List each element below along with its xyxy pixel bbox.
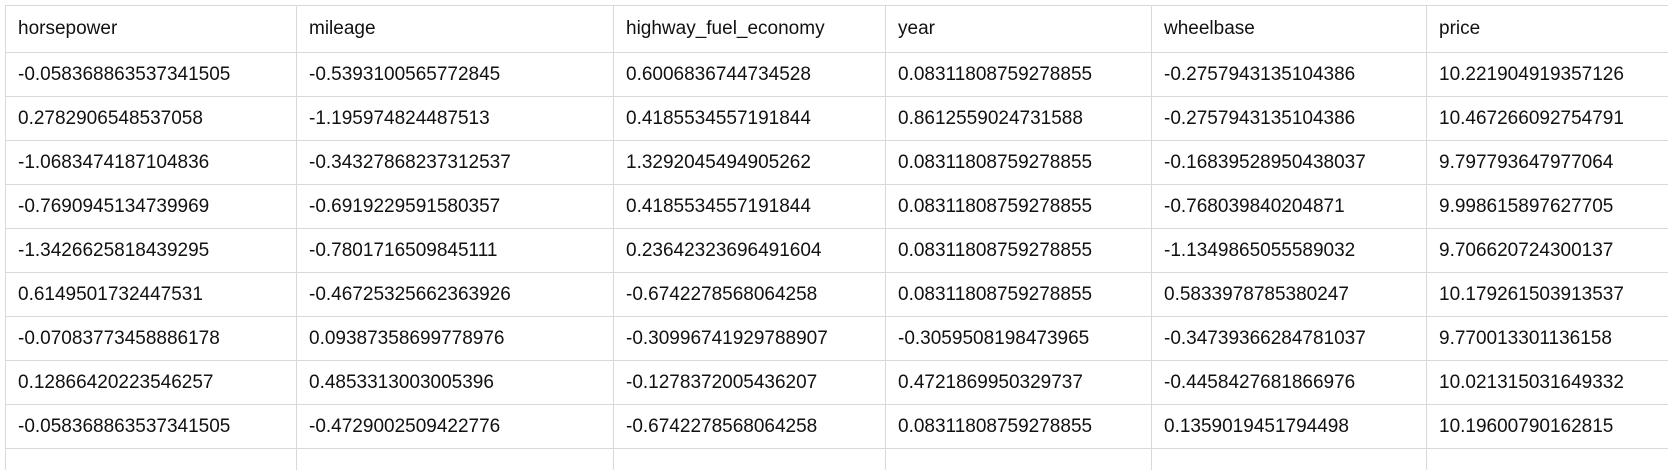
cell-wheelbase: -0.768039840204871 (1151, 184, 1427, 229)
cell-price: 10.19600790162815 (1426, 404, 1668, 449)
cell-price: 9.998615897627705 (1426, 184, 1668, 229)
cell-highway-fuel-economy: 0.4185534557191844 (613, 96, 886, 141)
cell-highway-fuel-economy: -0.6742278568064258 (613, 404, 886, 449)
cell-price: 10.221904919357126 (1426, 52, 1668, 97)
table-row (5, 448, 1668, 470)
cell-mileage: -0.34327868237312537 (296, 140, 614, 185)
table-row: -1.0683474187104836 -0.34327868237312537 1… (5, 140, 1668, 185)
header-row: horsepower mileage highway_fuel_economy … (5, 5, 1668, 53)
cell-price: 10.467266092754791 (1426, 96, 1668, 141)
cell-year: 0.08311808759278855 (885, 184, 1152, 229)
cell-wheelbase: -0.4458427681866976 (1151, 360, 1427, 405)
cell-year: 0.8612559024731588 (885, 96, 1152, 141)
header-year: year (885, 5, 1152, 53)
cell-horsepower: -0.058368863537341505 (5, 404, 297, 449)
header-horsepower: horsepower (5, 5, 297, 53)
header-wheelbase: wheelbase (1151, 5, 1427, 53)
cell-highway-fuel-economy: 0.4185534557191844 (613, 184, 886, 229)
cell-wheelbase: -0.16839528950438037 (1151, 140, 1427, 185)
cell-mileage: -1.195974824487513 (296, 96, 614, 141)
cell-highway-fuel-economy: -0.30996741929788907 (613, 316, 886, 361)
cell-wheelbase: 0.5833978785380247 (1151, 272, 1427, 317)
cell-mileage: 0.09387358699778976 (296, 316, 614, 361)
cell-wheelbase: -1.1349865055589032 (1151, 228, 1427, 273)
cell-year: 0.08311808759278855 (885, 272, 1152, 317)
cell-price: 9.706620724300137 (1426, 228, 1668, 273)
header-highway-fuel-economy: highway_fuel_economy (613, 5, 886, 53)
cell-horsepower (5, 448, 297, 470)
cell-wheelbase: -0.2757943135104386 (1151, 52, 1427, 97)
cell-wheelbase: -0.2757943135104386 (1151, 96, 1427, 141)
data-table: horsepower mileage highway_fuel_economy … (5, 5, 1668, 470)
cell-highway-fuel-economy: -0.1278372005436207 (613, 360, 886, 405)
cell-mileage: -0.7801716509845111 (296, 228, 614, 273)
table-row: -0.058368863537341505 -0.5393100565772845… (5, 52, 1668, 97)
cell-highway-fuel-economy: 0.6006836744734528 (613, 52, 886, 97)
cell-horsepower: 0.2782906548537058 (5, 96, 297, 141)
cell-price: 9.797793647977064 (1426, 140, 1668, 185)
cell-price: 10.021315031649332 (1426, 360, 1668, 405)
cell-horsepower: -0.058368863537341505 (5, 52, 297, 97)
cell-horsepower: -0.07083773458886178 (5, 316, 297, 361)
cell-highway-fuel-economy: 1.3292045494905262 (613, 140, 886, 185)
table-body: -0.058368863537341505 -0.5393100565772845… (5, 52, 1668, 470)
cell-price: 9.770013301136158 (1426, 316, 1668, 361)
cell-year: 0.4721869950329737 (885, 360, 1152, 405)
cell-price: 10.179261503913537 (1426, 272, 1668, 317)
cell-year: -0.3059508198473965 (885, 316, 1152, 361)
table-row: -0.7690945134739969 -0.6919229591580357 0.… (5, 184, 1668, 229)
cell-mileage (296, 448, 614, 470)
cell-mileage: -0.5393100565772845 (296, 52, 614, 97)
cell-highway-fuel-economy: -0.6742278568064258 (613, 272, 886, 317)
table-row: -0.07083773458886178 0.09387358699778976-… (5, 316, 1668, 361)
cell-wheelbase (1151, 448, 1427, 470)
cell-wheelbase: 0.1359019451794498 (1151, 404, 1427, 449)
cell-year (885, 448, 1152, 470)
cell-highway-fuel-economy (613, 448, 886, 470)
cell-year: 0.08311808759278855 (885, 52, 1152, 97)
table-row: 0.12866420223546257 0.4853313003005396 -0.… (5, 360, 1668, 405)
header-mileage: mileage (296, 5, 614, 53)
cell-mileage: -0.4729002509422776 (296, 404, 614, 449)
cell-highway-fuel-economy: 0.23642323696491604 (613, 228, 886, 273)
cell-horsepower: -0.7690945134739969 (5, 184, 297, 229)
cell-year: 0.08311808759278855 (885, 140, 1152, 185)
table-row: -0.058368863537341505 -0.4729002509422776… (5, 404, 1668, 449)
table-row: -1.3426625818439295 -0.7801716509845111 0.… (5, 228, 1668, 273)
cell-mileage: 0.4853313003005396 (296, 360, 614, 405)
cell-mileage: -0.6919229591580357 (296, 184, 614, 229)
data-table-container: horsepower mileage highway_fuel_economy … (5, 5, 1668, 470)
cell-horsepower: 0.6149501732447531 (5, 272, 297, 317)
table-row: 0.2782906548537058 -1.195974824487513 0.41… (5, 96, 1668, 141)
cell-horsepower: -1.0683474187104836 (5, 140, 297, 185)
table-row: 0.6149501732447531 -0.46725325662363926 -0… (5, 272, 1668, 317)
cell-year: 0.08311808759278855 (885, 228, 1152, 273)
cell-horsepower: -1.3426625818439295 (5, 228, 297, 273)
cell-price (1426, 448, 1668, 470)
cell-year: 0.08311808759278855 (885, 404, 1152, 449)
header-price: price (1426, 5, 1668, 53)
cell-horsepower: 0.12866420223546257 (5, 360, 297, 405)
cell-mileage: -0.46725325662363926 (296, 272, 614, 317)
cell-wheelbase: -0.34739366284781037 (1151, 316, 1427, 361)
